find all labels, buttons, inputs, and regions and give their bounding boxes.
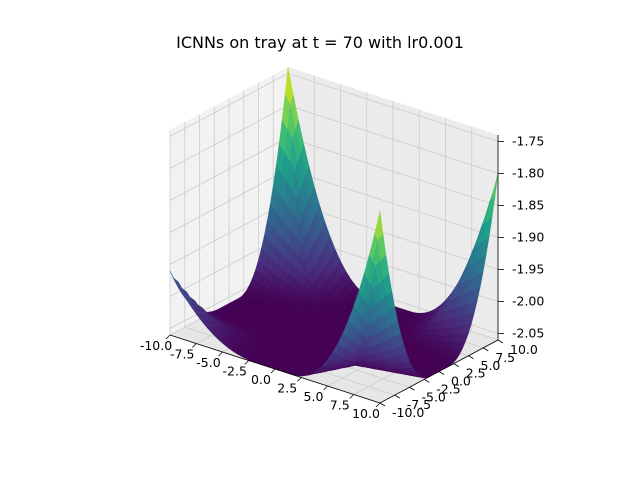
z-tick-label: -1.95 [512, 262, 544, 277]
x-tick-mark [349, 394, 355, 399]
x-tick-mark [323, 385, 328, 391]
y-tick-label: 0.0 [451, 374, 471, 389]
z-tick-label: -1.90 [512, 230, 544, 245]
x-tick-label: -10.0 [140, 338, 172, 353]
y-tick-mark [409, 386, 415, 391]
y-tick-label: 7.5 [495, 350, 515, 365]
z-tick-label: -2.05 [512, 326, 544, 341]
x-tick-mark [165, 334, 171, 340]
z-tick-label: -2.00 [512, 294, 544, 309]
tick-labels: -10.0-7.5-5.0-2.50.02.55.07.510.0 -10.0-7… [140, 133, 545, 421]
y-tick-mark [453, 363, 459, 367]
y-tick-label: 2.5 [466, 366, 486, 381]
y-tick-label: 5.0 [481, 358, 501, 373]
chart-title: ICNNs on tray at t = 70 with lr0.001 [176, 33, 464, 52]
x-tick-label: -5.0 [196, 355, 220, 370]
surface [169, 66, 499, 379]
y-tick-label: -5.0 [422, 389, 446, 404]
y-tick-label: 10.0 [510, 342, 538, 357]
x-tick-mark [270, 368, 276, 374]
y-tick-mark [483, 347, 489, 352]
y-tick-mark [394, 394, 400, 399]
z-tick-label: -1.80 [512, 165, 544, 180]
x-tick-label: 10.0 [352, 406, 380, 421]
y-tick-label: -7.5 [407, 397, 431, 412]
x-tick-mark [375, 402, 381, 408]
surface-patch [374, 210, 384, 241]
x-tick-label: -2.5 [223, 364, 247, 379]
y-tick-mark [468, 355, 474, 360]
y-tick-label: -10.0 [392, 405, 424, 420]
y-tick-mark [379, 402, 386, 407]
x-tick-label: 7.5 [330, 398, 350, 413]
x-tick-label: 2.5 [277, 381, 297, 396]
grid-line-y [184, 122, 395, 396]
x-tick-mark [191, 343, 197, 348]
y-tick-mark [424, 379, 430, 383]
x-tick-label: 0.0 [251, 372, 271, 387]
y-tick-label: -2.5 [436, 381, 460, 396]
x-tick-mark [244, 360, 250, 365]
x-tick-label: 5.0 [304, 389, 324, 404]
x-tick-mark [218, 351, 223, 357]
x-tick-mark [296, 377, 302, 382]
x-tick-label: -7.5 [170, 347, 194, 362]
y-tick-mark [497, 339, 504, 344]
y-tick-mark [438, 371, 445, 375]
z-tick-label: -1.85 [512, 197, 544, 212]
z-tick-label: -1.75 [512, 133, 544, 148]
